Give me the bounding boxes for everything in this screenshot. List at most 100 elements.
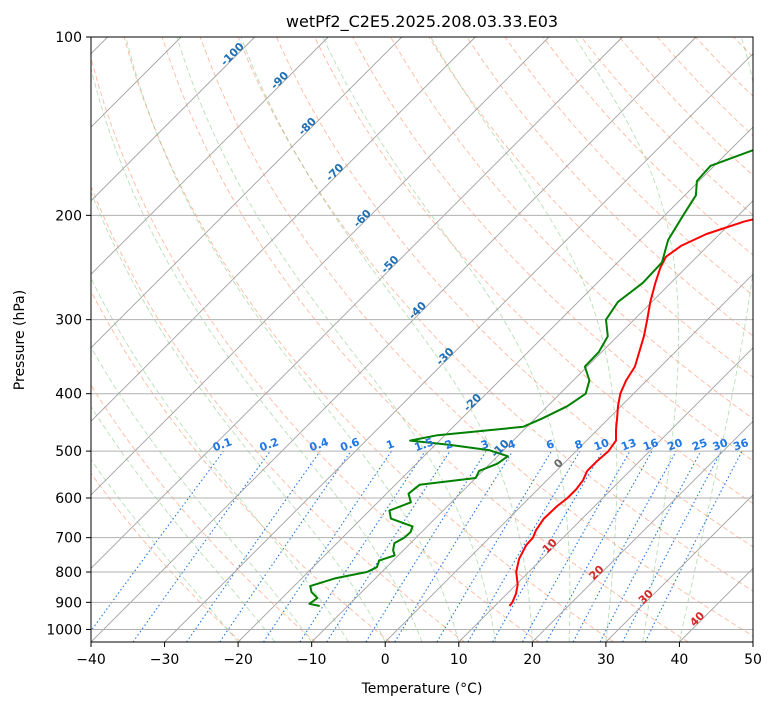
mixing-ratio-line — [91, 450, 224, 632]
isotherm-line — [91, 37, 476, 422]
isotherm-label: -60 — [351, 207, 374, 230]
dry-adiabat — [91, 290, 391, 642]
dry-adiabat — [352, 37, 753, 462]
mixing-ratio-labels: 0.1 0.2 0.4 0.6 1 1.5 2 3 4 6 8 10 13 16 20 25 30 36 — [211, 435, 751, 454]
x-tick-label: 20 — [523, 652, 541, 668]
mixing-ratio-line — [572, 450, 677, 642]
isotherm-label: -70 — [323, 161, 346, 184]
mixing-ratio-label: 2 — [443, 437, 455, 452]
isotherm-line — [91, 37, 550, 496]
mixing-ratio-label: 3 — [479, 437, 491, 452]
isotherm-line — [237, 126, 753, 642]
mixing-ratio-label: 0.2 — [258, 435, 281, 454]
y-tick-label: 500 — [55, 444, 82, 460]
isotherm-line — [458, 347, 753, 642]
y-tick-label: 200 — [55, 208, 82, 224]
isotherm-label: -50 — [378, 253, 401, 276]
isotherm-line — [752, 641, 753, 642]
isotherm-line — [531, 420, 753, 642]
mixing-ratio-line — [622, 450, 722, 642]
moist-adiabat — [240, 37, 533, 642]
mixing-ratio-line — [219, 450, 352, 642]
mixing-ratio-line — [186, 450, 321, 642]
isotherm-label: 30 — [636, 587, 656, 607]
y-tick-label: 900 — [55, 595, 82, 611]
mixing-ratio-label: 20 — [666, 436, 685, 454]
mixing-ratio-label: 1 — [384, 437, 396, 452]
x-tick-label: −10 — [297, 652, 327, 668]
moist-adiabat — [678, 37, 753, 642]
x-tick-label: −40 — [76, 652, 106, 668]
dry-adiabat — [695, 37, 753, 97]
y-axis-label: Pressure (hPa) — [12, 290, 28, 390]
dry-adiabat — [733, 37, 753, 58]
isotherm-line — [91, 37, 329, 275]
moist-adiabat — [91, 66, 423, 642]
dry-adiabat — [504, 37, 753, 296]
x-axis: −40 −30 −20 −10 0 10 20 30 40 50 — [76, 642, 762, 668]
dry-adiabat — [91, 384, 316, 642]
dry-adiabat — [91, 55, 540, 642]
mixing-ratio-label: 0.6 — [338, 435, 361, 454]
dry-adiabat — [542, 37, 753, 256]
moist-adiabat — [574, 37, 679, 642]
isotherm-line — [91, 37, 697, 642]
y-tick-label: 1000 — [46, 622, 82, 638]
dry-adiabat — [161, 37, 689, 642]
mixing-ratio-label: 0.4 — [308, 435, 331, 454]
x-tick-label: −20 — [223, 652, 253, 668]
mixing-ratio-label: 30 — [711, 436, 730, 454]
temperature-line — [508, 218, 753, 607]
x-tick-label: 0 — [381, 652, 390, 668]
isotherm-label: 10 — [540, 536, 560, 556]
isotherm-line — [91, 37, 403, 349]
mixing-ratio-line — [326, 450, 451, 642]
dry-adiabat — [428, 37, 753, 378]
mixing-ratio-label: 36 — [731, 436, 750, 454]
dewpoint-line — [308, 149, 753, 607]
dry-adiabat — [199, 37, 753, 637]
isotherm-label: 20 — [587, 562, 607, 582]
isotherm-label: 40 — [687, 609, 707, 629]
moist-adiabat — [91, 277, 349, 642]
moist-adiabat — [176, 37, 497, 642]
dry-adiabat — [91, 472, 242, 642]
isotherm-line — [164, 52, 753, 642]
chart-title: wetPf2_C2E5.2025.208.03.33.E03 — [286, 12, 558, 32]
x-tick-label: 50 — [744, 652, 762, 668]
mixing-ratio-line — [263, 450, 392, 642]
isotherm-line — [311, 200, 753, 642]
y-tick-label: 400 — [55, 387, 82, 403]
moist-adiabat — [430, 37, 618, 642]
mixing-ratio-label: 0.1 — [211, 435, 234, 454]
gridlines — [91, 37, 753, 642]
series-lines — [308, 149, 753, 607]
dry-adiabat — [237, 37, 753, 592]
mixing-ratio-line — [522, 450, 631, 642]
moist-adiabat — [91, 405, 276, 642]
mixing-ratio-label: 8 — [573, 437, 585, 452]
dry-adiabat — [390, 37, 753, 420]
mixing-ratio-line — [644, 450, 743, 642]
x-tick-label: 10 — [450, 652, 468, 668]
moist-adiabat — [322, 37, 571, 642]
isotherm-line — [384, 273, 753, 642]
dry-adiabat — [466, 37, 753, 337]
x-tick-label: 30 — [597, 652, 615, 668]
isotherm-line — [679, 567, 753, 642]
dry-adiabat — [314, 37, 753, 505]
isotherm-label: -30 — [433, 345, 456, 368]
y-tick-label: 700 — [55, 531, 82, 547]
isotherm-label: -20 — [461, 391, 484, 414]
isotherm-label: -90 — [268, 69, 291, 92]
x-axis-label: Temperature (°C) — [361, 681, 483, 697]
mixing-ratio-label: 13 — [619, 436, 638, 453]
moist-adiabat — [91, 346, 313, 642]
dry-adiabat — [123, 37, 614, 642]
y-tick-label: 800 — [55, 565, 82, 581]
isotherm-line — [605, 494, 753, 642]
mixing-ratio-label: 25 — [690, 436, 709, 453]
mixing-ratio-line — [132, 450, 271, 642]
x-tick-label: 40 — [671, 652, 689, 668]
